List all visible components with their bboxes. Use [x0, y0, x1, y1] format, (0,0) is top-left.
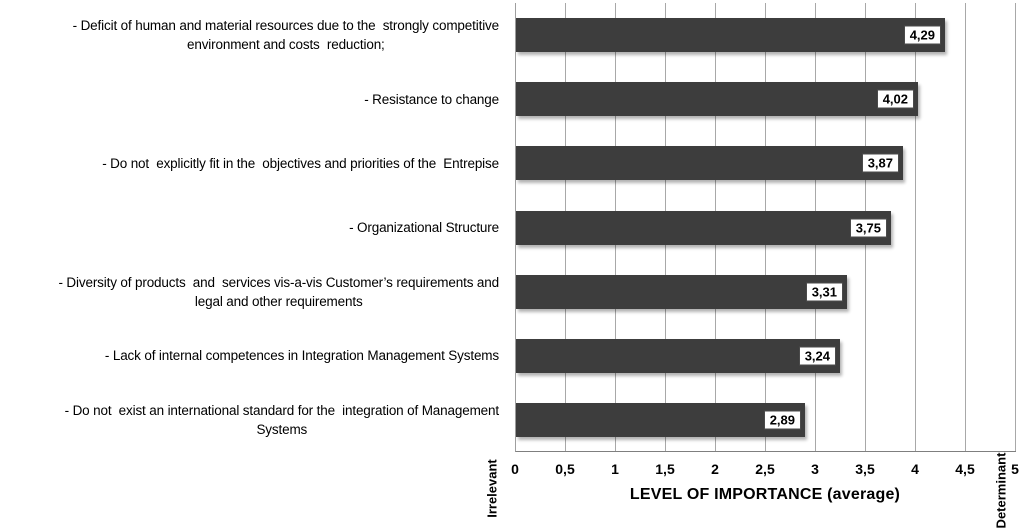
category-label: - Resistance to change [364, 91, 499, 107]
x-tick-label: 3 [811, 461, 819, 477]
x-tick-label: 0 [511, 461, 519, 477]
data-label: 2,89 [763, 410, 801, 430]
data-label: 3,31 [805, 282, 843, 302]
x-tick-label: 0,5 [555, 461, 575, 477]
bar: 3,24 [516, 338, 840, 373]
x-axis-title: LEVEL OF IMPORTANCE (average) [629, 486, 901, 503]
x-tick-label: 1,5 [655, 461, 675, 477]
data-label: 3,24 [798, 346, 836, 366]
axis-min-label: Irrelevant [484, 459, 500, 518]
bar: 3,75 [516, 210, 891, 245]
category-label: - Lack of internal competences in Integr… [104, 348, 499, 364]
plot-area: 4,29 4,02 3,87 3,75 3,31 3,24 2,89 [515, 3, 1016, 452]
x-tick-label: 1 [611, 461, 619, 477]
data-label: 3,75 [849, 218, 887, 237]
x-tick-label: 2,5 [755, 461, 775, 477]
bar: 4,02 [516, 82, 918, 117]
bar: 4,29 [516, 18, 945, 53]
bar: 3,31 [516, 274, 847, 309]
bar: 2,89 [516, 402, 805, 437]
category-label: - Deficit of human and material resource… [72, 18, 500, 53]
x-tick-label: 3,5 [855, 461, 875, 477]
data-label: 4,02 [876, 89, 914, 109]
x-tick-label: 5 [1011, 461, 1019, 477]
axis-max-label: Determinant [993, 452, 1009, 529]
data-label: 4,29 [903, 25, 941, 45]
x-tick-label: 4 [911, 461, 919, 477]
category-label: - Organizational Structure [349, 219, 499, 235]
bar: 3,87 [516, 146, 903, 181]
category-label: - Diversity of products and services vis… [58, 274, 499, 309]
x-tick-label: 4,5 [955, 461, 975, 477]
category-label: - Do not exist an international standard… [64, 402, 500, 437]
x-tick-label: 2 [711, 461, 719, 477]
data-label: 3,87 [861, 153, 899, 173]
category-label: - Do not explicitly fit in the objective… [102, 155, 499, 171]
